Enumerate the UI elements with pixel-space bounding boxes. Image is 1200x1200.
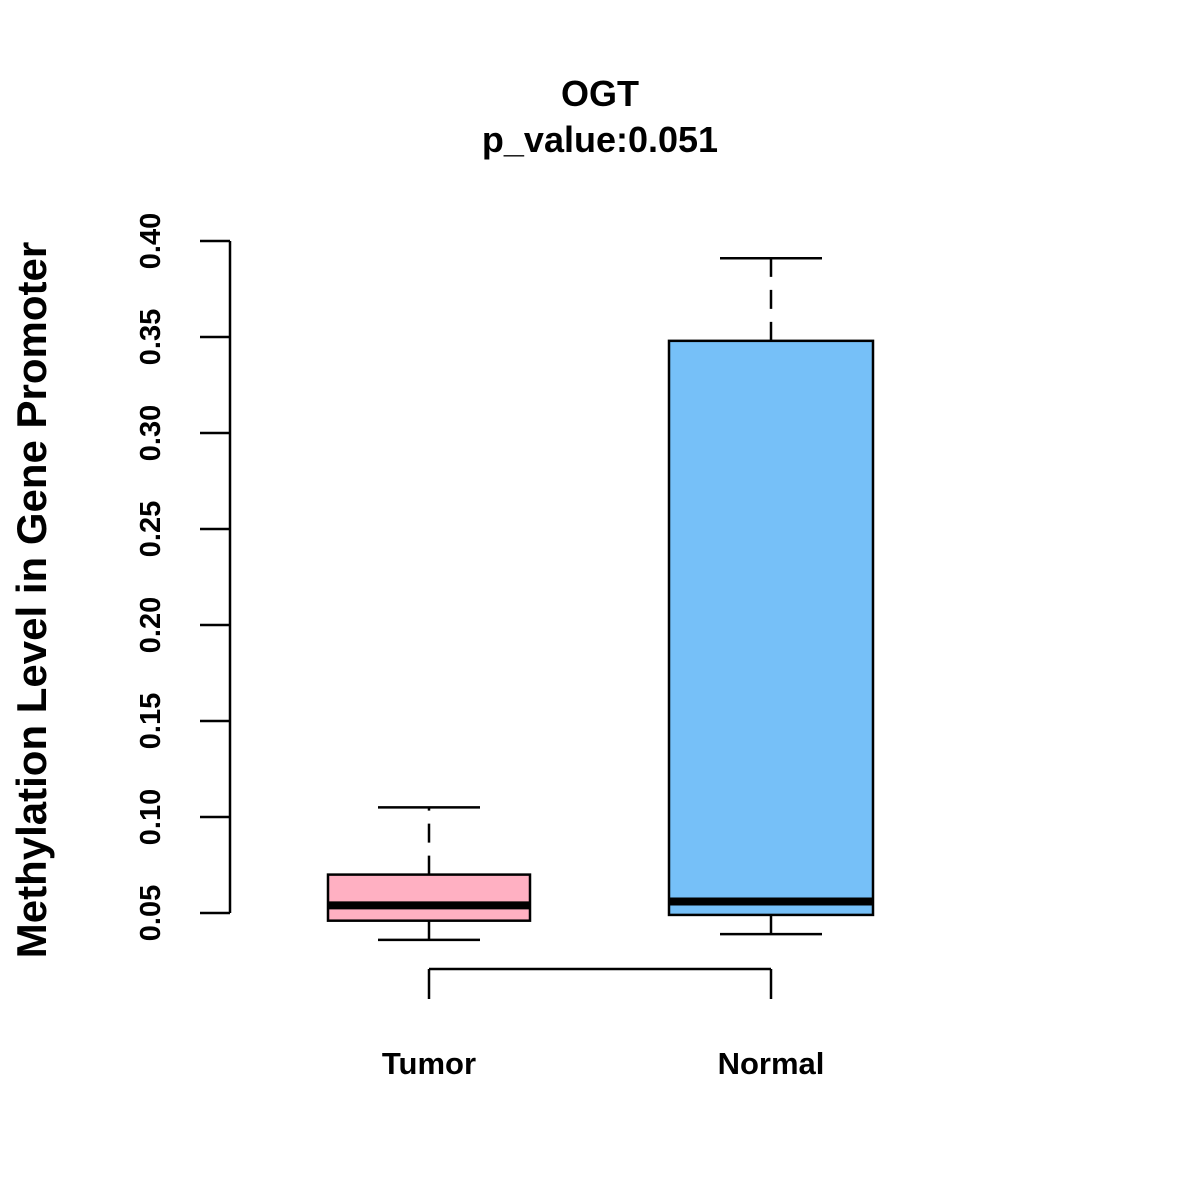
y-axis: 0.05 0.10 0.15 0.20 0.25 0.30 0.35 0.40 <box>135 213 232 941</box>
chart-subtitle: p_value:0.051 <box>482 119 718 160</box>
y-tick-label: 0.30 <box>135 405 167 461</box>
y-tick-label: 0.35 <box>135 309 167 365</box>
y-tick-label: 0.10 <box>135 789 167 845</box>
box-normal <box>667 257 875 936</box>
y-tick-label: 0.05 <box>135 885 167 941</box>
y-tick-label: 0.25 <box>135 501 167 557</box>
y-tick-label: 0.15 <box>135 693 167 749</box>
x-tick-label: Tumor <box>382 1046 476 1081</box>
box-iqr <box>667 339 875 917</box>
y-tick-label: 0.40 <box>135 213 167 269</box>
y-axis-label: Methylation Level in Gene Promoter <box>8 242 55 958</box>
box-iqr <box>326 873 532 922</box>
box-tumor <box>326 806 532 942</box>
boxes-group <box>326 257 875 942</box>
y-tick-label: 0.20 <box>135 597 167 653</box>
x-axis: Tumor Normal <box>382 967 825 1081</box>
chart-title: OGT <box>561 73 639 114</box>
x-tick-label: Normal <box>718 1046 825 1081</box>
